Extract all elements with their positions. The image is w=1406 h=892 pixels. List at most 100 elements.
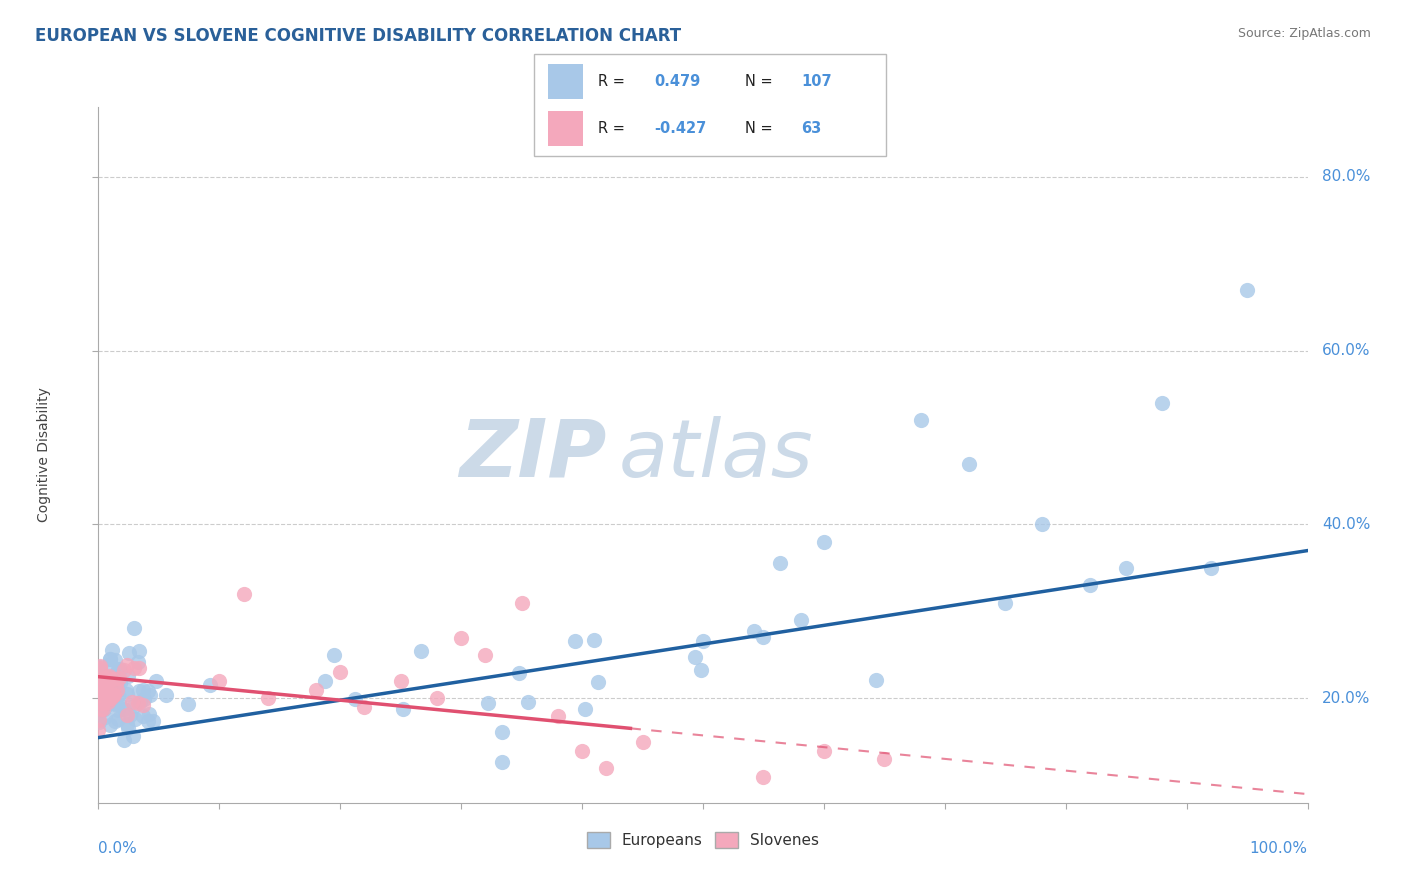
Point [957,457,980,471]
Point [547,708,569,723]
Text: 0.479: 0.479 [654,74,700,88]
Point [103,688,125,702]
Point [89,659,111,673]
Point [322,648,344,663]
Point [90,693,112,707]
Point [131,683,153,698]
Point [1236,283,1258,297]
Point [87,693,110,707]
Point [1078,578,1101,592]
Point [314,674,336,689]
Point [517,695,540,709]
Point [112,702,135,716]
Text: Source: ZipAtlas.com: Source: ZipAtlas.com [1237,27,1371,40]
Point [87,673,110,687]
Point [107,678,129,692]
Text: 0.0%: 0.0% [98,841,138,856]
Text: R =: R = [598,74,624,88]
Point [97,695,120,709]
Text: atlas: atlas [619,416,813,494]
Point [139,688,162,702]
Point [97,675,120,690]
Point [98,669,121,683]
Point [89,681,111,696]
Point [97,692,120,706]
Point [177,697,200,711]
Point [89,686,111,700]
Point [105,683,128,698]
Point [595,761,617,775]
Point [96,691,118,706]
Point [89,661,111,675]
Point [101,642,124,657]
Point [582,633,605,648]
Point [690,663,713,677]
Point [101,672,124,686]
Point [89,663,111,677]
Point [208,674,231,689]
Point [100,652,122,666]
Point [813,744,835,758]
Point [329,665,352,680]
Point [93,685,115,699]
Point [87,676,110,690]
Point [89,664,111,678]
Point [574,702,596,716]
Text: 63: 63 [801,121,821,136]
Point [90,670,112,684]
Text: -0.427: -0.427 [654,121,706,136]
Point [93,672,115,686]
Point [510,596,533,610]
Point [117,669,139,683]
Point [138,706,160,721]
Text: 60.0%: 60.0% [1322,343,1371,358]
Point [112,732,135,747]
Point [769,556,792,570]
Point [101,686,124,700]
Point [128,644,150,658]
Point [910,413,932,427]
Point [97,676,120,690]
Point [474,648,496,662]
Point [101,677,124,691]
Point [90,696,112,710]
Text: R =: R = [598,121,624,136]
Point [96,675,118,690]
Point [91,673,114,687]
Point [103,673,125,687]
Point [136,684,159,698]
Text: N =: N = [745,74,773,88]
Point [96,670,118,684]
Point [155,688,177,702]
Point [450,631,472,645]
Point [128,684,150,698]
Point [94,684,117,698]
Point [93,701,115,715]
Point [124,712,146,726]
Point [94,710,117,724]
Point [865,673,887,687]
Point [104,653,127,667]
Point [89,706,111,720]
Text: 80.0%: 80.0% [1322,169,1371,184]
Point [491,725,513,739]
Point [117,721,139,735]
Point [100,696,122,710]
Text: 100.0%: 100.0% [1250,841,1308,856]
Point [105,665,128,680]
Point [93,671,115,685]
Point [305,682,328,697]
Point [90,675,112,690]
FancyBboxPatch shape [548,64,583,99]
Point [742,624,765,639]
Text: Cognitive Disability: Cognitive Disability [37,387,51,523]
Point [104,714,127,728]
Point [200,678,222,692]
Point [107,703,129,717]
Point [108,676,131,690]
Point [1199,561,1222,575]
Point [89,689,111,703]
Point [389,674,412,689]
Point [89,689,111,703]
Point [683,650,706,665]
